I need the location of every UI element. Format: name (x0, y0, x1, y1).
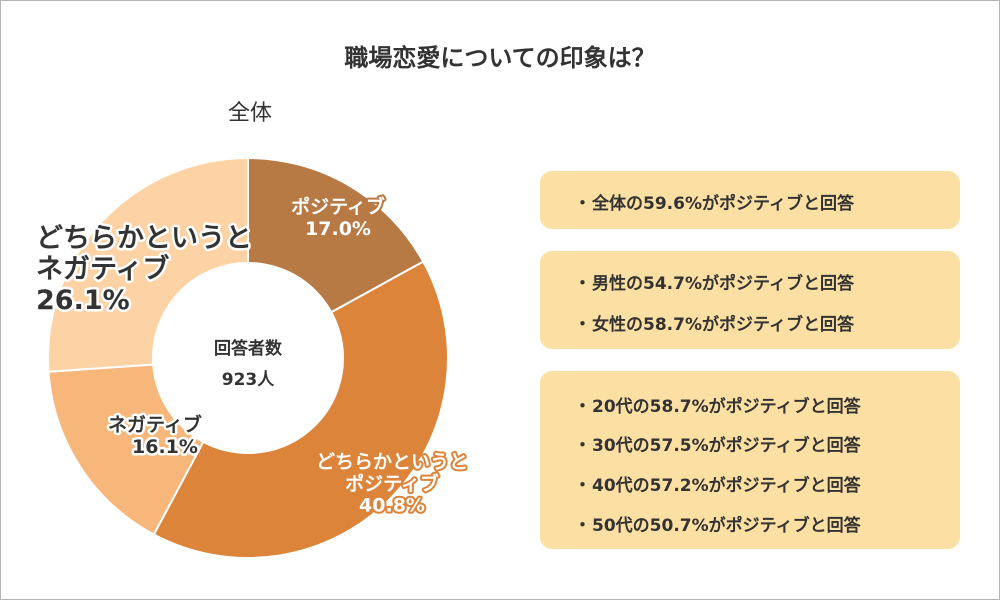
summary-line: ・全体の59.6%がポジティブと回答 (574, 194, 854, 214)
slice-name-label: どちらかというと (316, 451, 468, 473)
summary-line: ・40代の57.2%がポジティブと回答 (574, 476, 861, 496)
summary-line: ・50代の50.7%がポジティブと回答 (574, 516, 861, 536)
summary-box-age: ・20代の58.7%がポジティブと回答 ・30代の57.5%がポジティブと回答 … (540, 371, 960, 549)
summary-line: ・女性の58.7%がポジティブと回答 (574, 315, 854, 335)
slice-value-label: 40.8% (359, 495, 425, 517)
summary-line: ・30代の57.5%がポジティブと回答 (574, 436, 861, 456)
slice-value-label: 16.1% (132, 436, 198, 458)
chart-title: 職場恋愛についての印象は？ (344, 44, 656, 72)
summary-box-gender: ・男性の54.7%がポジティブと回答 ・女性の58.7%がポジティブと回答 (540, 251, 960, 349)
slice-name-label: どちらかというと (36, 223, 252, 254)
slice-name-label: ポジティブ (345, 472, 439, 495)
slice-value-label: 26.1% (36, 285, 130, 316)
slice-name-label: ポジティブ (291, 195, 385, 218)
chart-subtitle: 全体 (228, 101, 273, 126)
summary-box-overall: ・全体の59.6%がポジティブと回答 (540, 171, 960, 229)
summary-line: ・20代の58.7%がポジティブと回答 (574, 397, 861, 417)
center-label: 回答者数 (214, 338, 283, 359)
slice-name-label: ネガティブ (108, 413, 202, 436)
center-value: 923人 (222, 370, 275, 390)
slice-name-label: ネガティブ (36, 253, 169, 285)
slice-value-label: 17.0% (305, 218, 371, 240)
donut-hole (152, 262, 344, 454)
summary-line: ・男性の54.7%がポジティブと回答 (574, 274, 854, 294)
donut-chart: 回答者数 923人 ポジティブ17.0%どちらかというとポジティブ40.8%ネガ… (36, 158, 471, 558)
